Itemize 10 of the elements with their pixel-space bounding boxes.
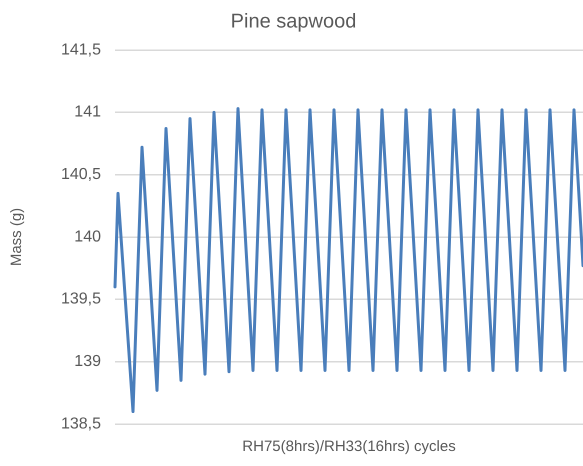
y-tick-label: 139,5 <box>60 290 102 308</box>
y-tick-label: 141,5 <box>60 41 102 58</box>
y-tick-label: 139 <box>74 353 102 370</box>
y-tick-label: 140,5 <box>60 166 102 184</box>
y-axis-title: Mass (g) <box>8 208 26 266</box>
y-tick-label: 138,5 <box>60 415 102 432</box>
y-tick-label: 140 <box>74 228 102 246</box>
x-axis-title: RH75(8hrs)/RH33(16hrs) cycles <box>242 438 456 456</box>
y-tick-label: 141 <box>74 104 102 121</box>
chart-title: Pine sapwood <box>230 10 356 33</box>
